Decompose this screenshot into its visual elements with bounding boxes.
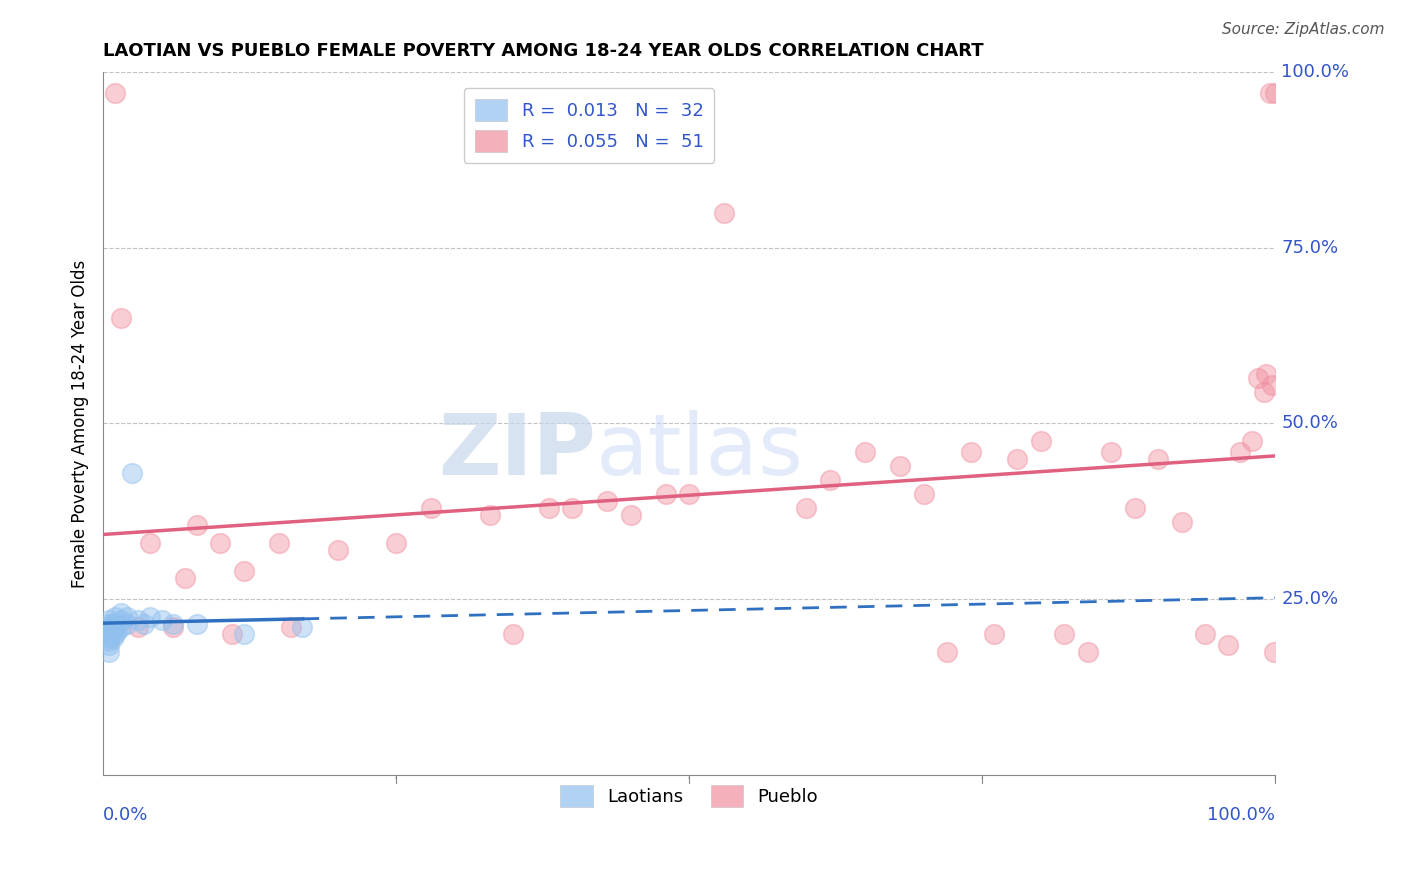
Point (134, 616, 156, 631)
Point (983, 627, 1005, 641)
Point (115, 609, 138, 624)
Point (1007, 451, 1029, 466)
Point (98, 631, 121, 645)
Point (162, 620, 184, 634)
Point (104, 609, 127, 624)
Text: 25.0%: 25.0% (1281, 590, 1339, 608)
Point (655, 486, 678, 500)
Point (1254, 368, 1277, 382)
Point (1077, 645, 1099, 659)
Point (1240, 434, 1263, 448)
Point (105, 616, 128, 631)
Point (1099, 444, 1122, 458)
Point (1029, 434, 1052, 448)
Point (1247, 371, 1270, 385)
Point (139, 536, 162, 550)
Point (98, 627, 121, 641)
Point (267, 536, 290, 550)
Point (209, 536, 232, 550)
Point (912, 486, 935, 500)
Point (127, 620, 149, 634)
Point (105, 624, 128, 638)
Point (104, 616, 127, 631)
Text: atlas: atlas (596, 410, 803, 493)
Point (1263, 645, 1285, 659)
Point (818, 473, 841, 487)
Point (221, 627, 243, 641)
Point (98, 616, 121, 631)
Point (110, 613, 132, 627)
Point (101, 631, 124, 645)
Point (620, 508, 643, 522)
Point (98, 620, 121, 634)
Legend: Laotians, Pueblo: Laotians, Pueblo (553, 778, 825, 814)
Point (713, 206, 735, 220)
Point (162, 616, 184, 631)
Point (936, 645, 959, 659)
Point (98, 613, 121, 627)
Text: 100.0%: 100.0% (1208, 806, 1275, 824)
Point (678, 486, 700, 500)
Point (1264, 87, 1286, 101)
Point (232, 627, 254, 641)
Point (98, 645, 121, 659)
Point (1229, 444, 1251, 458)
Point (853, 444, 876, 458)
Point (127, 613, 149, 627)
Point (1123, 500, 1146, 515)
Point (110, 606, 132, 620)
Point (104, 87, 127, 101)
Point (115, 616, 138, 631)
Point (98, 638, 121, 652)
Point (1253, 384, 1275, 399)
Text: 75.0%: 75.0% (1281, 239, 1339, 257)
Point (1147, 451, 1170, 466)
Point (1261, 377, 1284, 392)
Point (326, 542, 349, 557)
Point (889, 458, 911, 473)
Point (280, 620, 302, 634)
Point (385, 536, 408, 550)
Point (478, 508, 501, 522)
Point (98, 634, 121, 648)
Point (959, 444, 981, 458)
Point (232, 564, 254, 578)
Point (98, 624, 121, 638)
Text: LAOTIAN VS PUEBLO FEMALE POVERTY AMONG 18-24 YEAR OLDS CORRELATION CHART: LAOTIAN VS PUEBLO FEMALE POVERTY AMONG 1… (103, 42, 984, 60)
Text: Source: ZipAtlas.com: Source: ZipAtlas.com (1222, 22, 1385, 37)
Point (420, 500, 443, 515)
Point (291, 620, 314, 634)
Point (139, 609, 162, 624)
Point (121, 466, 143, 480)
Point (561, 500, 583, 515)
Text: ZIP: ZIP (437, 410, 596, 493)
Text: 0.0%: 0.0% (103, 806, 149, 824)
Point (101, 616, 124, 631)
Point (110, 311, 132, 326)
Point (796, 500, 818, 515)
Point (104, 620, 127, 634)
Point (502, 627, 524, 641)
Point (1170, 515, 1192, 529)
Point (1258, 87, 1281, 101)
Point (1218, 638, 1240, 652)
Point (110, 620, 132, 634)
Point (537, 500, 560, 515)
Point (186, 518, 208, 533)
Point (104, 627, 127, 641)
Y-axis label: Female Poverty Among 18-24 Year Olds: Female Poverty Among 18-24 Year Olds (72, 260, 89, 588)
Text: 100.0%: 100.0% (1281, 63, 1350, 81)
Point (1053, 627, 1076, 641)
Point (150, 613, 173, 627)
Point (596, 493, 619, 508)
Point (101, 624, 124, 638)
Point (186, 616, 208, 631)
Point (174, 571, 197, 585)
Point (1194, 627, 1216, 641)
Text: 50.0%: 50.0% (1281, 415, 1339, 433)
